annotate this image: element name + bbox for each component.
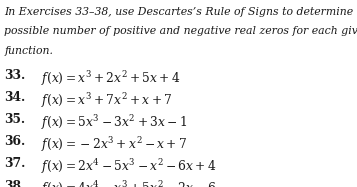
Text: 35.: 35. bbox=[4, 113, 25, 126]
Text: $f(x) = -2x^3 + x^2 - x + 7$: $f(x) = -2x^3 + x^2 - x + 7$ bbox=[41, 135, 187, 154]
Text: possible number of positive and negative real zeros for each given: possible number of positive and negative… bbox=[4, 26, 357, 36]
Text: 33.: 33. bbox=[4, 69, 26, 82]
Text: In Exercises 33–38, use Descartes’s Rule of Signs to determine the: In Exercises 33–38, use Descartes’s Rule… bbox=[4, 7, 357, 16]
Text: $f(x) = x^3 + 7x^2 + x + 7$: $f(x) = x^3 + 7x^2 + x + 7$ bbox=[41, 91, 172, 110]
Text: 38.: 38. bbox=[4, 180, 26, 187]
Text: function.: function. bbox=[4, 46, 53, 56]
Text: $f(x) = 2x^4 - 5x^3 - x^2 - 6x + 4$: $f(x) = 2x^4 - 5x^3 - x^2 - 6x + 4$ bbox=[41, 157, 217, 176]
Text: 34.: 34. bbox=[4, 91, 26, 104]
Text: 36.: 36. bbox=[4, 135, 26, 148]
Text: 37.: 37. bbox=[4, 157, 26, 171]
Text: $f(x) = 5x^3 - 3x^2 + 3x - 1$: $f(x) = 5x^3 - 3x^2 + 3x - 1$ bbox=[41, 113, 187, 132]
Text: $f(x) = x^3 + 2x^2 + 5x + 4$: $f(x) = x^3 + 2x^2 + 5x + 4$ bbox=[41, 69, 181, 88]
Text: $f(x) = 4x^4 - x^3 + 5x^2 - 2x - 6$: $f(x) = 4x^4 - x^3 + 5x^2 - 2x - 6$ bbox=[41, 180, 217, 187]
